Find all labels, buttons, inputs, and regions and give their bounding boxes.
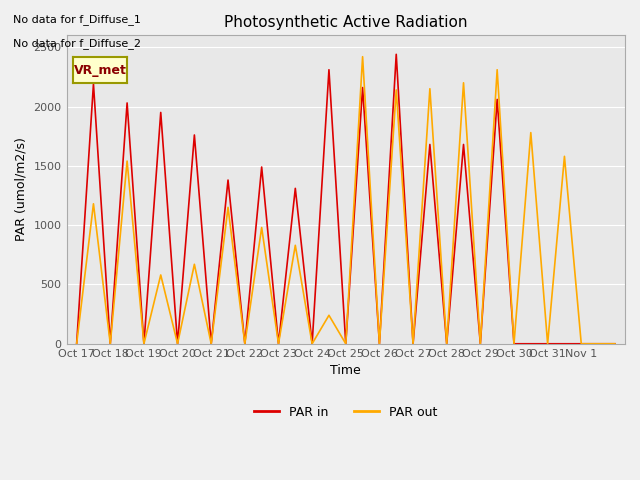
X-axis label: Time: Time bbox=[330, 364, 361, 377]
Text: No data for f_Diffuse_2: No data for f_Diffuse_2 bbox=[13, 38, 141, 49]
Text: No data for f_Diffuse_1: No data for f_Diffuse_1 bbox=[13, 14, 141, 25]
Y-axis label: PAR (umol/m2/s): PAR (umol/m2/s) bbox=[15, 138, 28, 241]
Title: Photosynthetic Active Radiation: Photosynthetic Active Radiation bbox=[224, 15, 468, 30]
Legend: PAR in, PAR out: PAR in, PAR out bbox=[250, 401, 442, 424]
Text: VR_met: VR_met bbox=[74, 64, 127, 77]
